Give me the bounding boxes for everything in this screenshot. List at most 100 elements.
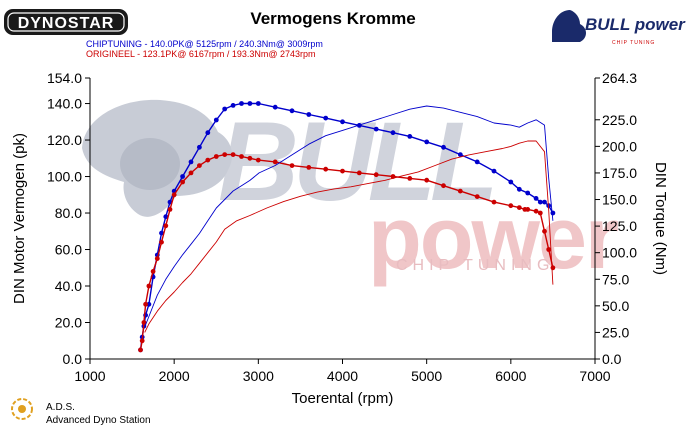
data-point-chiptuning bbox=[289, 108, 295, 114]
x-axis-label: Toerental (rpm) bbox=[292, 390, 394, 407]
data-point-origineel bbox=[143, 301, 149, 307]
y-right-tick-label: 200.0 bbox=[602, 138, 637, 154]
data-point-origineel bbox=[146, 283, 152, 289]
data-point-chiptuning bbox=[390, 130, 396, 136]
y-right-tick-label: 50.0 bbox=[602, 298, 629, 314]
power-text-watermark: power bbox=[368, 188, 618, 287]
data-point-origineel bbox=[516, 205, 522, 211]
data-point-origineel bbox=[373, 172, 379, 178]
y-right-tick-label: 0.0 bbox=[602, 351, 622, 367]
bull-watermark: BULL power CHIP TUNING bbox=[82, 99, 620, 287]
data-point-origineel bbox=[537, 210, 543, 216]
y-left-tick-label: 100.0 bbox=[47, 169, 82, 185]
data-point-origineel bbox=[154, 256, 160, 261]
data-point-origineel bbox=[255, 157, 261, 163]
bull-text-watermark: BULL bbox=[218, 99, 493, 224]
y-right-tick-label: 75.0 bbox=[602, 271, 629, 287]
data-point-origineel bbox=[289, 163, 295, 169]
data-point-chiptuning bbox=[550, 210, 556, 216]
data-point-origineel bbox=[508, 203, 514, 209]
bull-power-logo-text: BULL power bbox=[585, 15, 686, 34]
y-left-tick-label: 120.0 bbox=[47, 132, 82, 148]
series-line-origineel-torque bbox=[144, 140, 554, 333]
data-point-chiptuning bbox=[424, 139, 430, 145]
chart-axes: 1000 2000 3000 4000 5000 6000 70000.020.040.06… bbox=[11, 70, 669, 407]
data-point-chiptuning bbox=[306, 112, 312, 117]
y-right-tick-label: 25.0 bbox=[602, 324, 629, 340]
data-point-origineel bbox=[550, 265, 556, 271]
data-point-chiptuning bbox=[542, 199, 547, 205]
data-point-origineel bbox=[340, 168, 345, 174]
data-point-origineel bbox=[323, 166, 329, 172]
data-point-chiptuning bbox=[272, 104, 278, 110]
y-left-tick-label: 140.0 bbox=[47, 96, 82, 112]
data-point-origineel bbox=[474, 194, 480, 200]
data-point-origineel bbox=[441, 183, 446, 189]
data-point-chiptuning bbox=[205, 130, 211, 136]
data-point-chiptuning bbox=[197, 144, 202, 150]
data-point-chiptuning bbox=[340, 119, 345, 125]
y-right-tick-label: 150.0 bbox=[602, 192, 637, 208]
data-point-origineel bbox=[141, 320, 147, 325]
x-tick-label: 3000 bbox=[243, 368, 274, 384]
data-point-chiptuning bbox=[474, 159, 480, 165]
data-point-chiptuning bbox=[441, 144, 446, 150]
ads-long: Advanced Dyno Station bbox=[46, 415, 151, 426]
data-point-chiptuning bbox=[323, 115, 329, 121]
data-point-chiptuning bbox=[230, 103, 236, 108]
data-point-origineel bbox=[356, 170, 362, 176]
data-point-origineel bbox=[171, 192, 177, 198]
data-point-chiptuning bbox=[537, 199, 543, 205]
dynostar-logo: DYNOSTAR bbox=[4, 9, 128, 35]
y-left-tick-label: 80.0 bbox=[55, 205, 82, 221]
data-point-origineel bbox=[525, 207, 531, 212]
data-point-origineel bbox=[239, 154, 244, 159]
data-point-origineel bbox=[306, 165, 312, 170]
data-point-chiptuning bbox=[407, 134, 413, 139]
y-left-tick-label: 40.0 bbox=[55, 278, 82, 294]
data-point-chiptuning bbox=[373, 126, 379, 132]
y-right-tick-label: 225.0 bbox=[602, 112, 637, 128]
data-point-chiptuning bbox=[188, 159, 194, 165]
y-right-tick-label: 125.0 bbox=[602, 218, 637, 234]
x-tick-label: 6000 bbox=[495, 368, 526, 384]
data-point-origineel bbox=[222, 152, 228, 158]
bull-power-logo: BULL power CHIP TUNING bbox=[552, 10, 686, 46]
ads-logo-center bbox=[18, 405, 26, 413]
chart-curves bbox=[138, 101, 556, 353]
data-point-chiptuning bbox=[180, 174, 186, 179]
data-point-origineel bbox=[150, 269, 156, 274]
y-axis-right-label: DIN Torque (Nm) bbox=[652, 162, 669, 275]
data-point-origineel bbox=[230, 152, 236, 158]
x-tick-label: 2000 bbox=[159, 368, 190, 384]
x-tick-label: 7000 bbox=[579, 368, 610, 384]
ads-logo: A.D.S. Advanced Dyno Station bbox=[11, 398, 151, 426]
data-point-chiptuning bbox=[525, 190, 531, 196]
x-tick-label: 4000 bbox=[327, 368, 358, 384]
data-point-origineel bbox=[533, 208, 539, 214]
chiptuning-text-watermark: CHIP TUNING bbox=[396, 257, 554, 274]
data-point-chiptuning bbox=[146, 301, 152, 307]
y-left-tick-label: 154.0 bbox=[47, 70, 82, 86]
data-point-chiptuning bbox=[213, 117, 219, 123]
data-point-origineel bbox=[213, 154, 219, 159]
data-point-origineel bbox=[272, 159, 278, 165]
data-point-chiptuning bbox=[508, 179, 514, 185]
data-point-origineel bbox=[205, 157, 211, 163]
data-point-origineel bbox=[139, 338, 145, 344]
data-point-origineel bbox=[159, 239, 164, 245]
data-point-origineel bbox=[247, 155, 253, 161]
data-point-origineel bbox=[138, 347, 143, 353]
y-left-tick-label: 60.0 bbox=[55, 242, 82, 258]
data-point-origineel bbox=[457, 188, 463, 194]
data-point-chiptuning bbox=[247, 101, 253, 106]
ads-logo-icon bbox=[11, 398, 33, 420]
data-point-chiptuning bbox=[457, 152, 463, 158]
data-point-origineel bbox=[188, 170, 194, 176]
data-point-origineel bbox=[424, 177, 430, 183]
legend-origineel: ORIGINEEL - 123.1PK@ 6167rpm / 193.3Nm@ … bbox=[86, 49, 316, 59]
data-point-chiptuning bbox=[159, 230, 164, 236]
y-right-tick-label: 175.0 bbox=[602, 165, 637, 181]
x-tick-label: 1000 bbox=[74, 368, 105, 384]
